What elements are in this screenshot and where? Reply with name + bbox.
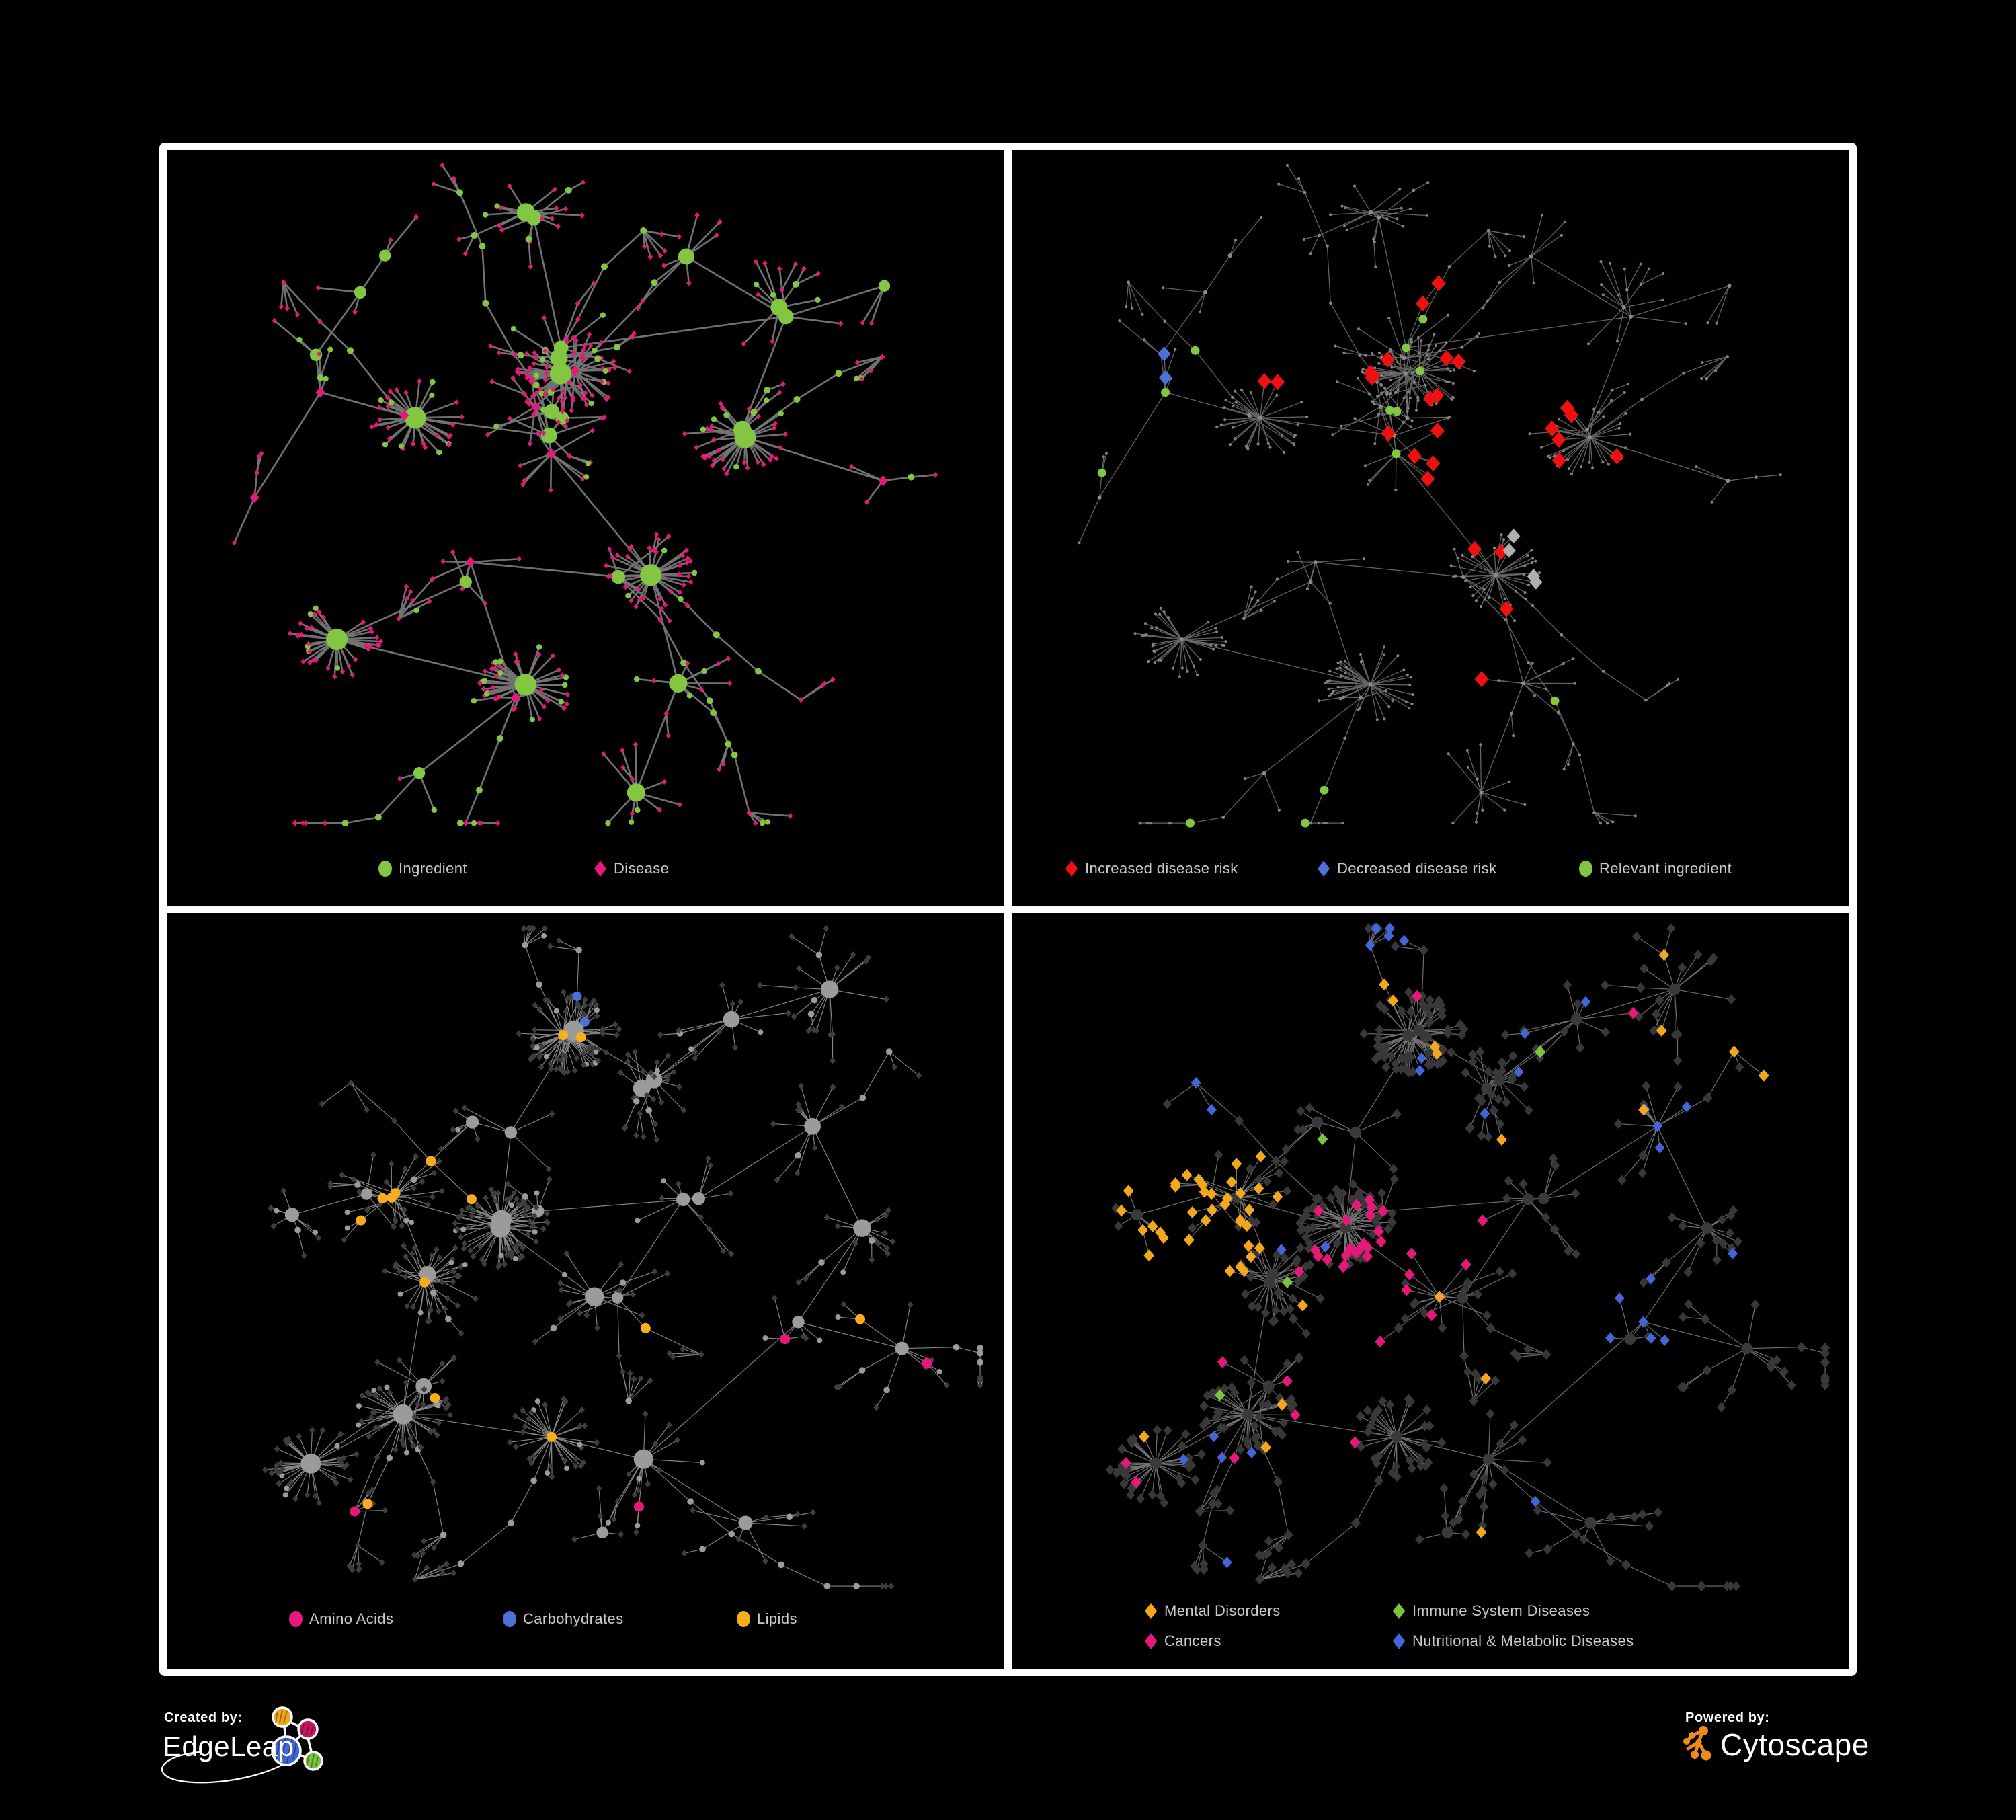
edgeleap-edges (282, 1717, 314, 1761)
panel-ingredient-disease-network: Ingredient Disease (167, 150, 1004, 906)
diamond-icon (1393, 1633, 1405, 1649)
legend-label: Lipids (757, 1610, 797, 1627)
legend-label: Increased disease risk (1085, 860, 1238, 877)
legend-item-immune-system-diseases: Immune System Diseases (1392, 1602, 1590, 1620)
legend-label: Cancers (1164, 1632, 1221, 1649)
network-canvas (261, 924, 983, 1590)
panel-nutrient-class-network: Amino Acids Carbohydrates Lipids (167, 913, 1004, 1669)
panel-grid: Ingredient Disease Increased disease risk… (159, 143, 1857, 1676)
diamond-icon (1065, 861, 1078, 877)
legend-label: Decreased disease risk (1337, 860, 1497, 877)
circle-icon (378, 861, 392, 877)
edgeleap-node-magenta (297, 1718, 319, 1740)
legend-label: Amino Acids (309, 1610, 394, 1627)
edgeleap-node-green (303, 1751, 323, 1771)
circle-icon (503, 1611, 516, 1627)
legend-label: Ingredient (399, 860, 467, 877)
network-edges (1079, 165, 1781, 824)
cytoscape-nodes (1683, 1726, 1711, 1761)
network-canvas (1078, 163, 1782, 828)
network-highlight-nodes (1097, 275, 1624, 828)
edgeleap-node-hatching (275, 1710, 319, 1768)
legend-label: Disease (614, 860, 670, 877)
diamond-icon (594, 861, 606, 877)
diamond-icon (1318, 861, 1330, 877)
legend-label: Nutritional & Metabolic Diseases (1412, 1632, 1634, 1649)
legend-item-disease: Disease (593, 860, 669, 877)
legend-item-decreased-disease-risk: Decreased disease risk (1316, 860, 1496, 877)
network-highlight-nodes (350, 991, 932, 1517)
edgeleap-node-orange (272, 1706, 293, 1728)
diamond-icon (1145, 1633, 1157, 1649)
panel-disease-category-network: Mental Disorders Immune System Diseases Ca… (1012, 913, 1849, 1669)
circle-icon (1579, 861, 1592, 877)
legend-item-amino-acids: Amino Acids (288, 1610, 393, 1628)
legend-item-mental-disorders: Mental Disorders (1143, 1602, 1281, 1620)
legend-item-lipids: Lipids (736, 1610, 797, 1628)
legend-label: Relevant ingredient (1599, 860, 1732, 877)
legend-item-cancers: Cancers (1143, 1632, 1221, 1650)
legend-item-ingredient: Ingredient (378, 860, 467, 877)
cytoscape-wordmark: Cytoscape (1720, 1727, 1869, 1762)
cytoscape-logo-icon (1683, 1726, 1711, 1761)
circle-icon (289, 1611, 303, 1627)
edgeleap-swoosh (161, 1751, 300, 1784)
network-canvas (1105, 922, 1830, 1592)
edgeleap-wordmark: EdgeLeap (163, 1731, 294, 1762)
legend-item-increased-disease-risk: Increased disease risk (1064, 860, 1238, 877)
legend-label: Carbohydrates (523, 1610, 624, 1627)
network-nodes (1105, 923, 1830, 1592)
legend-item-nutritional-metabolic-diseases: Nutritional & Metabolic Diseases (1392, 1632, 1634, 1650)
legend-label: Mental Disorders (1164, 1602, 1281, 1619)
diamond-icon (1393, 1603, 1405, 1619)
circle-icon (737, 1611, 750, 1627)
legend-item-carbohydrates: Carbohydrates (502, 1610, 624, 1628)
network-edges (233, 165, 936, 824)
created-by-label: Created by: (164, 1710, 243, 1725)
edgeleap-logo-icon (161, 1706, 323, 1784)
legend-label: Immune System Diseases (1412, 1602, 1590, 1619)
powered-by-block: Powered by: Cytoscape (1677, 1704, 1879, 1784)
network-canvas (232, 162, 938, 827)
powered-by-label: Powered by: (1685, 1710, 1770, 1725)
edgeleap-node-blue (271, 1735, 302, 1766)
network-nodes (261, 924, 983, 1590)
panel-disease-risk-network: Increased disease risk Decreased disease … (1012, 150, 1849, 906)
created-by-block: Created by: EdgeLeap (155, 1704, 504, 1818)
legend-item-relevant-ingredient: Relevant ingredient (1578, 860, 1732, 877)
diamond-icon (1145, 1603, 1157, 1619)
